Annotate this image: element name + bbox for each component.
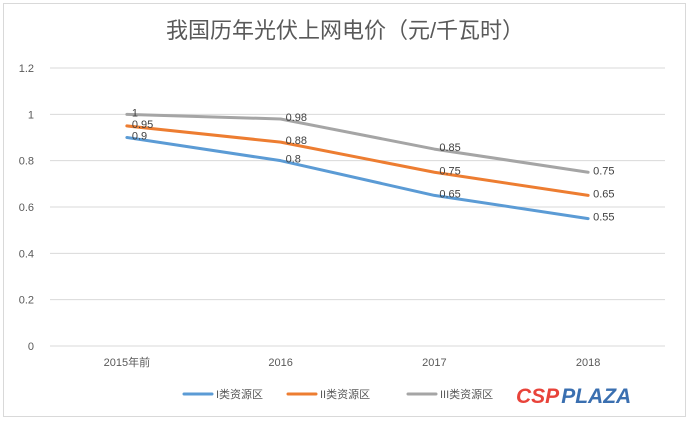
y-tick-label: 0.2: [19, 295, 34, 307]
legend: I类资源区 II类资源区 III类资源区: [182, 387, 493, 401]
chart-title: 我国历年光伏上网电价（元/千瓦时）: [166, 18, 524, 43]
data-label: 0.75: [439, 165, 460, 177]
data-label: 0.75: [593, 165, 614, 177]
data-labels: 0.9 0.8 0.65 0.55 0.95 0.88 0.75 0.65 1 0.98 0.85 0…: [132, 107, 615, 223]
x-tick-label: 2016: [268, 357, 292, 369]
x-tick-label: 2018: [576, 357, 600, 369]
watermark-logo: CSPPLAZA: [516, 385, 631, 408]
series-line-3: [125, 112, 590, 174]
series-lines: [125, 112, 590, 221]
data-label: 0.65: [593, 188, 614, 200]
legend-label: III类资源区: [440, 387, 493, 401]
y-tick-label: 1: [28, 109, 34, 121]
data-label: 0.65: [439, 188, 460, 200]
grid-lines: [50, 67, 665, 347]
y-axis-ticks: 0 0.2 0.4 0.6 0.8 1 1.2: [19, 63, 34, 353]
legend-label: I类资源区: [216, 387, 263, 401]
watermark-csp: CSP: [516, 385, 560, 408]
chart-frame: [3, 3, 686, 417]
y-tick-label: 0.6: [19, 202, 34, 214]
x-tick-label: 2015年前: [104, 355, 150, 369]
y-tick-label: 1.2: [19, 63, 34, 75]
data-label: 0.88: [286, 135, 307, 147]
data-label: 0.8: [286, 154, 301, 166]
data-label: 0.55: [593, 212, 614, 224]
data-label: 0.98: [286, 112, 307, 124]
data-label: 0.9: [132, 131, 147, 143]
y-tick-label: 0: [28, 341, 34, 353]
x-tick-label: 2017: [422, 357, 446, 369]
series-line-2: [125, 124, 590, 197]
data-label: 1: [132, 107, 138, 119]
data-label: 0.95: [132, 119, 153, 131]
data-label: 0.85: [439, 142, 460, 154]
y-tick-label: 0.8: [19, 156, 34, 168]
y-tick-label: 0.4: [19, 248, 34, 260]
legend-label: II类资源区: [320, 387, 370, 401]
series-line-1: [125, 136, 590, 221]
watermark-plaza: PLAZA: [561, 385, 631, 408]
x-axis-ticks: 2015年前 2016 2017 2018: [104, 355, 601, 369]
